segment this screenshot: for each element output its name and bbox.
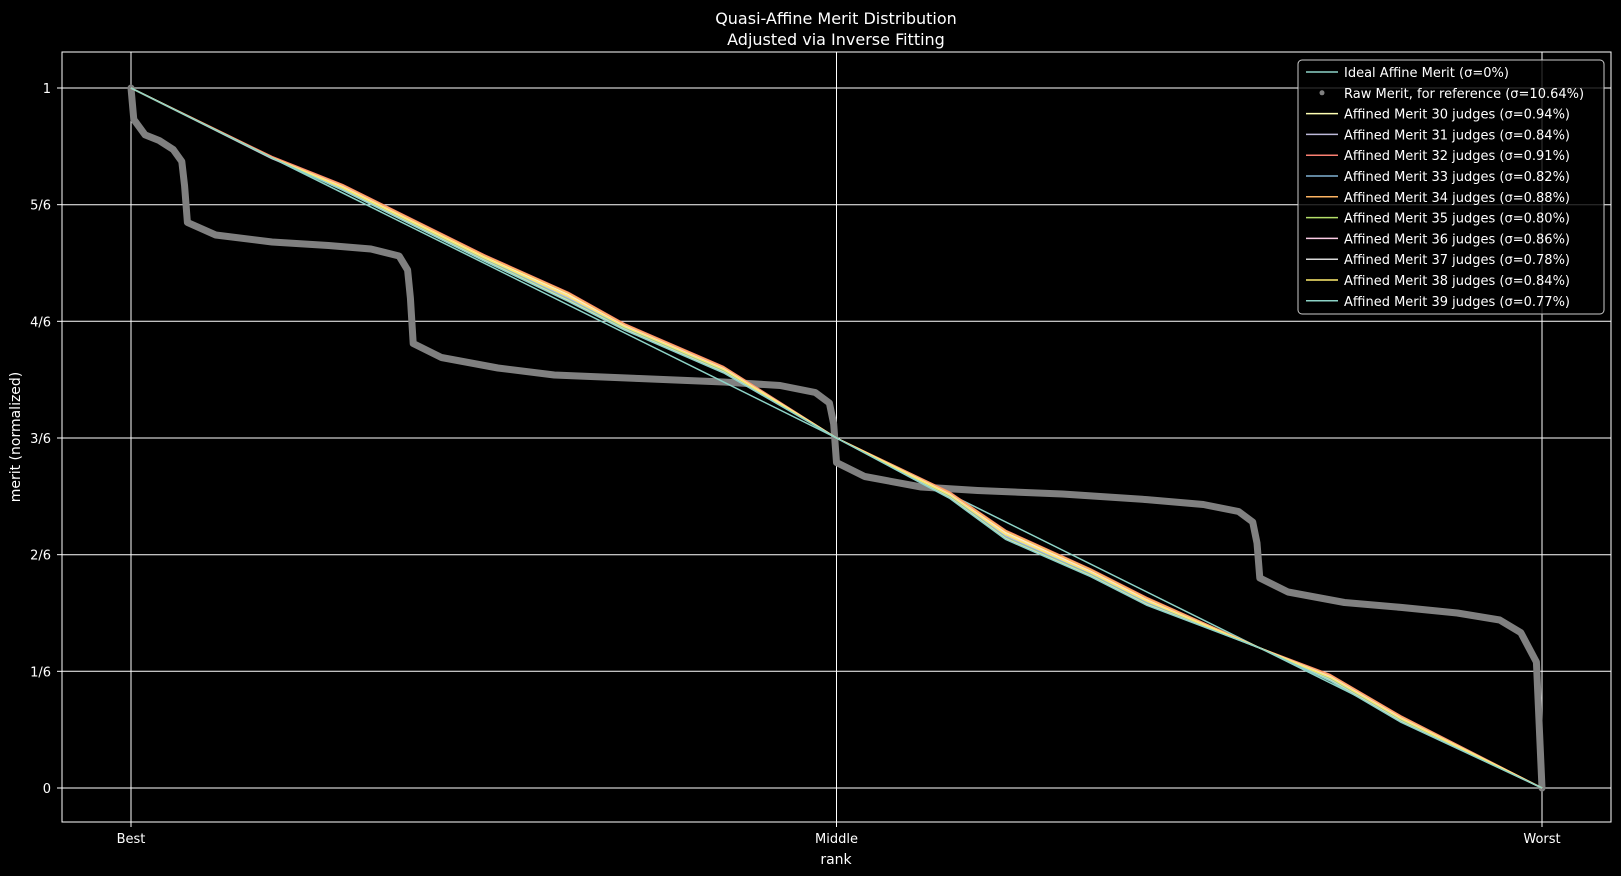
y-tick-label: 1/6	[30, 665, 51, 680]
legend-label: Affined Merit 37 judges (σ=0.78%)	[1344, 253, 1570, 268]
raw-merit-series	[127, 84, 1546, 792]
tick-labels: 0 1/6 2/6 3/6 4/6 5/6 1 Best Middle Worst	[30, 82, 1561, 847]
y-tick-label: 2/6	[30, 549, 51, 564]
legend-label: Affined Merit 39 judges (σ=0.77%)	[1344, 295, 1570, 310]
legend-label: Raw Merit, for reference (σ=10.64%)	[1344, 87, 1584, 102]
x-tick-label: Best	[117, 832, 146, 847]
legend-label: Affined Merit 33 judges (σ=0.82%)	[1344, 170, 1570, 185]
x-tick-label: Middle	[815, 832, 858, 847]
y-axis-label: merit (normalized)	[8, 372, 24, 503]
y-tick-label: 0	[43, 782, 51, 797]
chart-title: Quasi-Affine Merit Distribution	[715, 9, 957, 28]
x-tick-label: Worst	[1523, 832, 1560, 847]
legend-label: Ideal Affine Merit (σ=0%)	[1344, 66, 1509, 81]
legend: Ideal Affine Merit (σ=0%) Raw Merit, for …	[1297, 59, 1605, 315]
affined-merit-series	[130, 87, 1543, 789]
legend-label: Affined Merit 38 judges (σ=0.84%)	[1344, 274, 1570, 289]
y-tick-label: 4/6	[30, 315, 51, 330]
y-tick-label: 3/6	[30, 432, 51, 447]
legend-label: Affined Merit 30 judges (σ=0.94%)	[1344, 108, 1570, 123]
chart-subtitle: Adjusted via Inverse Fitting	[727, 30, 945, 49]
legend-box	[1297, 59, 1605, 315]
legend-label: Affined Merit 36 judges (σ=0.86%)	[1344, 232, 1570, 247]
y-tick-label: 5/6	[30, 199, 51, 214]
legend-label: Affined Merit 31 judges (σ=0.84%)	[1344, 128, 1570, 143]
plot-area	[127, 84, 1546, 792]
affined-merit-series	[130, 87, 1543, 789]
x-axis-label: rank	[820, 852, 852, 868]
legend-label: Affined Merit 32 judges (σ=0.91%)	[1344, 149, 1570, 164]
legend-label: Affined Merit 34 judges (σ=0.88%)	[1344, 191, 1570, 206]
legend-marker	[1319, 90, 1325, 96]
y-tick-label: 1	[43, 82, 51, 97]
legend-label: Affined Merit 35 judges (σ=0.80%)	[1344, 212, 1570, 227]
